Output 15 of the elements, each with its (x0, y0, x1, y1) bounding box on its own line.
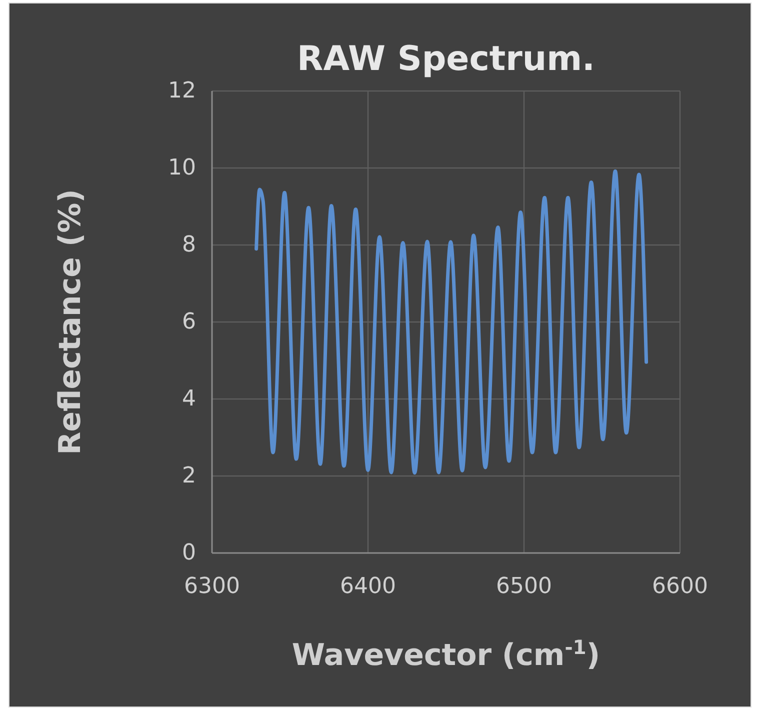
y-tick-label: 6 (182, 310, 196, 334)
x-axis-title: Wavevector (cm$^{-1}$) (292, 636, 600, 673)
y-tick-label: 12 (168, 78, 196, 104)
line-series (254, 169, 648, 475)
y-tick-label: 10 (168, 156, 196, 180)
y-axis-title: Reflectance (%) (53, 189, 88, 455)
y-tick-label: 0 (182, 540, 196, 566)
x-tick-label: 6400 (340, 574, 396, 599)
y-tick-label: 2 (182, 464, 196, 488)
x-tick-label: 6600 (652, 574, 708, 599)
y-tick-label: 4 (182, 386, 196, 412)
x-tick-label: 6300 (184, 574, 240, 599)
y-tick-label: 8 (182, 232, 196, 258)
chart-title: RAW Spectrum. (297, 39, 595, 79)
x-tick-label: 6500 (496, 574, 552, 599)
